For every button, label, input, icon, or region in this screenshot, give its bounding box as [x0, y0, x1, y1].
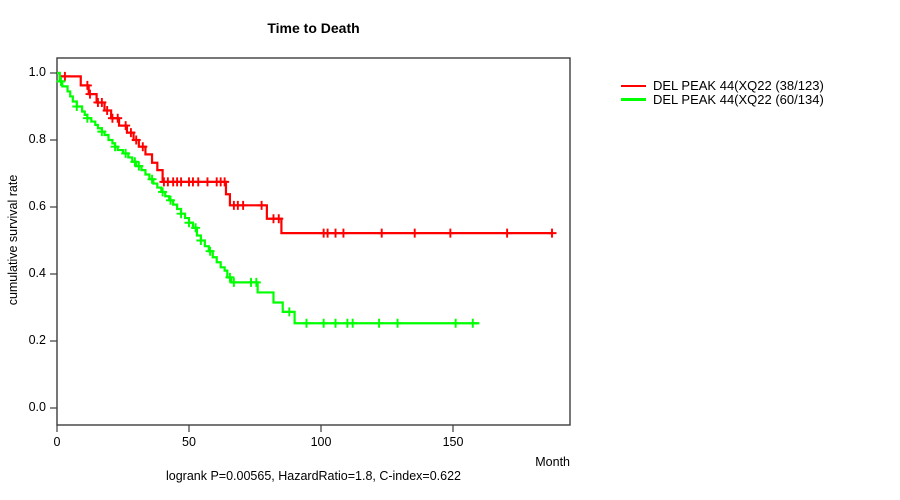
censor-mark: [451, 318, 461, 328]
survival-curve-red: [57, 71, 554, 235]
censor-mark: [331, 228, 341, 238]
censor-mark: [85, 89, 95, 99]
censor-mark: [284, 307, 294, 317]
plot-box: [56, 57, 571, 426]
censor-mark: [445, 228, 455, 238]
censor-mark: [323, 228, 333, 238]
censor-mark: [184, 218, 194, 228]
censor-mark: [502, 228, 512, 238]
censor-mark: [202, 177, 212, 187]
censor-mark: [547, 228, 557, 238]
censor-mark: [110, 142, 120, 152]
stats-caption: logrank P=0.00565, HazardRatio=1.8, C-in…: [166, 469, 461, 483]
legend-label: DEL PEAK 44(XQ22 (38/123): [653, 78, 824, 94]
censor-mark: [220, 177, 230, 187]
legend: DEL PEAK 44(XQ22 (38/123) DEL PEAK 44(XQ…: [621, 78, 824, 107]
censor-mark: [229, 277, 239, 287]
censor-mark: [166, 195, 176, 205]
censor-mark: [348, 318, 358, 328]
censor-mark: [393, 318, 403, 328]
censor-mark: [377, 228, 387, 238]
censor-mark: [196, 236, 206, 245]
censor-mark: [56, 76, 66, 86]
y-axis-label: cumulative survival rate: [6, 174, 20, 306]
censor-mark: [410, 228, 420, 238]
censor-mark: [121, 148, 131, 158]
censor-mark: [176, 177, 186, 187]
y-tick-label: 0.8: [28, 132, 46, 146]
censor-mark: [468, 318, 478, 328]
censor-mark: [130, 157, 140, 167]
censor-mark: [338, 228, 348, 238]
censor-mark: [225, 272, 235, 282]
chart-title: Time to Death: [267, 20, 360, 36]
censor-mark: [138, 142, 148, 152]
x-tick-label: 100: [310, 435, 332, 449]
censor-mark: [97, 127, 107, 137]
legend-line-swatch-green: [621, 98, 646, 101]
censor-mark: [193, 177, 203, 187]
censor-mark: [134, 161, 144, 171]
legend-item-group2: DEL PEAK 44(XQ22 (60/134): [621, 91, 824, 107]
legend-item-group1: DEL PEAK 44(XQ22 (38/123): [621, 78, 824, 94]
legend-label: DEL PEAK 44(XQ22 (60/134): [653, 91, 824, 107]
y-tick-label: 0.4: [28, 266, 46, 280]
censor-mark: [205, 246, 215, 256]
censor-mark: [257, 200, 267, 210]
x-tick-label: 150: [442, 435, 464, 449]
censor-mark: [131, 135, 141, 145]
censor-mark: [319, 318, 329, 328]
survival-curve-green: [57, 71, 480, 325]
censor-mark: [274, 214, 284, 224]
censor-mark: [121, 121, 131, 131]
y-tick-label: 1.0: [28, 65, 46, 79]
x-tick-label: 50: [182, 435, 196, 449]
censor-mark: [251, 277, 261, 287]
censor-mark: [102, 106, 112, 116]
censor-mark: [147, 174, 157, 184]
y-tick-label: 0.2: [28, 333, 46, 347]
censor-mark: [72, 102, 82, 111]
censor-mark: [82, 113, 92, 123]
censor-mark: [113, 113, 123, 123]
censor-mark: [176, 209, 186, 219]
censor-mark: [331, 318, 341, 328]
censor-mark: [126, 128, 136, 138]
x-axis-label: Month: [535, 455, 570, 469]
y-tick-label: 0.6: [28, 199, 46, 213]
censor-mark: [158, 187, 168, 197]
x-tick-label: 0: [53, 435, 61, 449]
censor-mark: [191, 223, 201, 233]
y-tick-label: 0.0: [28, 400, 46, 414]
censor-mark: [60, 71, 70, 81]
censor-mark: [82, 80, 92, 90]
censor-mark: [238, 200, 248, 210]
censor-mark: [374, 318, 384, 328]
legend-line-swatch-red: [621, 84, 646, 87]
censor-mark: [97, 97, 107, 107]
censor-mark: [301, 318, 311, 328]
